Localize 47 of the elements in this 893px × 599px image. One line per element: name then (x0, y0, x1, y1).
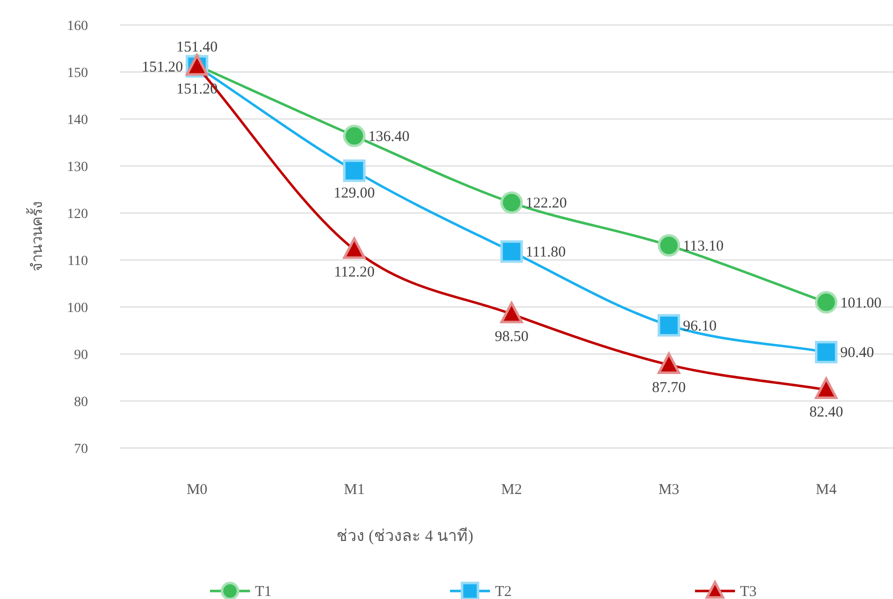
data-label: 129.00 (334, 186, 375, 202)
point (500, 191, 523, 214)
data-label: 101.00 (840, 295, 882, 312)
x-tick-label: M0 (186, 482, 208, 498)
y-tick-label: 100 (67, 301, 88, 316)
data-label: 151.20 (176, 81, 218, 98)
point (343, 237, 366, 259)
data-label: 111.80 (526, 244, 566, 261)
point (814, 377, 838, 399)
y-tick-label: 90 (74, 348, 88, 363)
y-tick-label: 140 (67, 113, 88, 128)
data-label: 82.40 (809, 404, 844, 421)
y-axis-title: จำนวนครั้ง (26, 202, 46, 272)
data-label: 112.20 (334, 264, 375, 281)
data-label: 98.50 (494, 329, 528, 346)
legend-label: T1 (255, 584, 272, 599)
x-tick-label: M1 (344, 482, 365, 498)
x-tick-label: M2 (501, 482, 522, 498)
data-label: 151.40 (176, 39, 218, 56)
point (500, 302, 523, 324)
x-axis-title: ช่วง (ช่วงละ 4 นาที) (336, 527, 474, 545)
y-tick-label: 110 (68, 254, 88, 269)
data-label: 113.10 (682, 238, 724, 254)
data-label: 90.40 (840, 345, 874, 362)
point (658, 314, 680, 337)
point (658, 352, 680, 374)
data-label: 96.10 (682, 318, 717, 334)
data-label: 136.40 (368, 128, 410, 145)
point (814, 340, 838, 364)
y-tick-label: 70 (74, 442, 88, 457)
data-label: 122.20 (526, 196, 567, 212)
point (343, 159, 366, 182)
data-label: 87.70 (652, 380, 686, 396)
legend-label: T3 (740, 584, 757, 599)
data-label: 151.20 (142, 59, 183, 76)
y-tick-label: 80 (74, 395, 88, 410)
point (343, 124, 366, 148)
y-tick-label: 150 (67, 66, 88, 81)
x-tick-label: M3 (658, 482, 680, 498)
point (500, 240, 523, 263)
y-tick-label: 160 (67, 19, 88, 34)
legend-label: T2 (495, 584, 512, 599)
y-tick-label: 120 (67, 207, 88, 222)
y-tick-label: 130 (67, 160, 88, 175)
point (814, 291, 838, 314)
x-tick-label: M4 (816, 482, 838, 498)
point (658, 234, 680, 257)
